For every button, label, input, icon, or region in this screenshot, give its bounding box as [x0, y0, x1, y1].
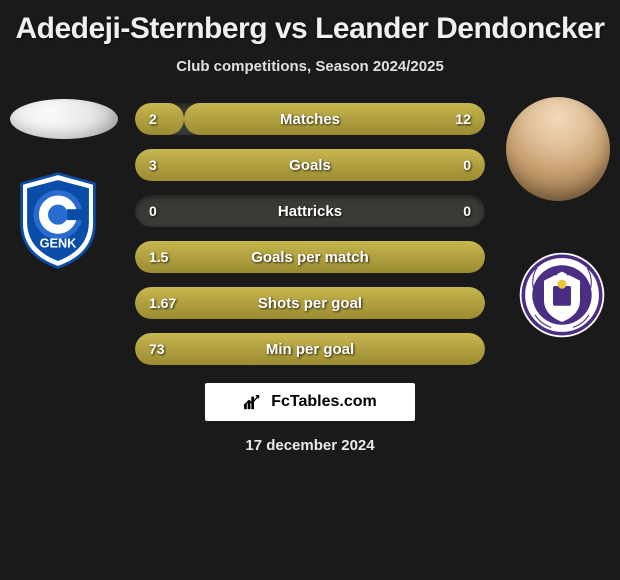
- right-player-avatar: [506, 97, 610, 201]
- stat-label: Shots per goal: [135, 295, 485, 312]
- left-club-badge: GENK KRC: [10, 171, 106, 271]
- comparison-card: Adedeji-Sternberg vs Leander Dendoncker …: [0, 0, 620, 462]
- svg-text:KRC: KRC: [50, 182, 66, 191]
- stat-row: 2Matches12: [135, 103, 485, 135]
- stat-right-value: 0: [463, 203, 471, 219]
- stat-row: 0Hattricks0: [135, 195, 485, 227]
- stat-label: Matches: [135, 111, 485, 128]
- stat-row: 1.67Shots per goal: [135, 287, 485, 319]
- stat-label: Goals per match: [135, 249, 485, 266]
- stat-row: 73Min per goal: [135, 333, 485, 365]
- stat-label: Min per goal: [135, 341, 485, 358]
- stat-row: 1.5Goals per match: [135, 241, 485, 273]
- stat-bars: 2Matches123Goals00Hattricks01.5Goals per…: [135, 103, 485, 365]
- anderlecht-crest-icon: [517, 250, 607, 340]
- brand-text: FcTables.com: [271, 393, 377, 411]
- stat-label: Goals: [135, 157, 485, 174]
- page-title: Adedeji-Sternberg vs Leander Dendoncker: [10, 12, 610, 46]
- stat-label: Hattricks: [135, 203, 485, 220]
- main-row: GENK KRC 2Matches123Goals00Hattricks01.5…: [10, 97, 610, 365]
- genk-shield-icon: GENK KRC: [10, 171, 106, 271]
- fctables-logo-icon: [243, 393, 265, 411]
- footer-date: 17 december 2024: [10, 437, 610, 454]
- subtitle: Club competitions, Season 2024/2025: [10, 58, 610, 75]
- left-player-avatar: [10, 99, 118, 139]
- right-club-badge: [514, 245, 610, 345]
- stat-row: 3Goals0: [135, 149, 485, 181]
- stat-right-value: 0: [463, 157, 471, 173]
- left-column: GENK KRC: [10, 97, 125, 271]
- right-column: [495, 97, 610, 345]
- stat-right-value: 12: [455, 111, 471, 127]
- svg-text:GENK: GENK: [40, 235, 78, 250]
- brand-badge[interactable]: FcTables.com: [205, 383, 415, 421]
